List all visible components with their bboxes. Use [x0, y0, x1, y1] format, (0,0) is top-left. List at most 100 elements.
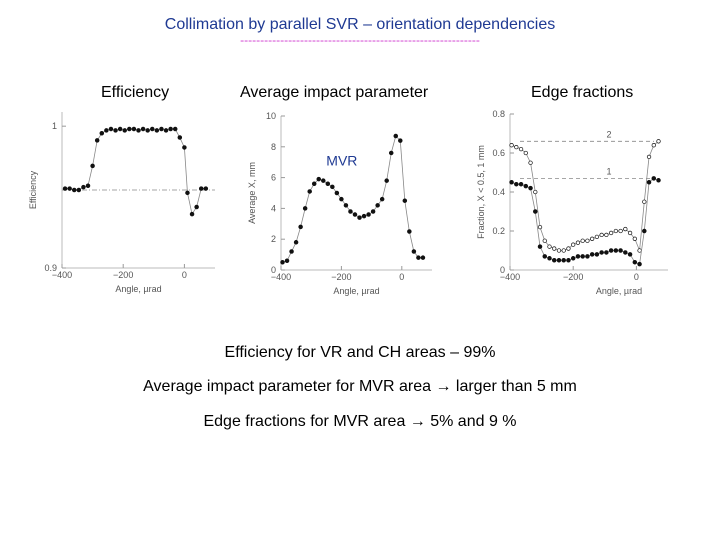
data-point: [361, 213, 367, 219]
data-point: [632, 236, 637, 241]
data-point: [580, 254, 585, 259]
data-point: [556, 258, 562, 263]
data-point: [523, 183, 529, 189]
data-point: [334, 190, 340, 196]
x-axis-label: Angle, µrad: [596, 286, 642, 296]
data-point: [145, 128, 150, 133]
data-point: [189, 211, 195, 217]
data-point: [393, 133, 399, 139]
reference-line-label: 2: [606, 129, 611, 139]
data-point: [159, 126, 164, 132]
data-point: [348, 209, 353, 214]
data-point: [604, 232, 609, 238]
y-tick-label: 0: [500, 265, 505, 275]
data-point: [90, 163, 95, 169]
data-point: [375, 203, 380, 208]
y-axis-label: Efficiency: [28, 170, 38, 209]
annotation-mvr: MVR: [326, 152, 357, 168]
y-tick-label: 0: [271, 265, 276, 275]
chart-edge: 0 0.2 0.4 0.6 0.8 −400 −200 0 Angle, µrad Fractio…: [476, 109, 668, 296]
data-point: [561, 248, 566, 253]
y-tick-label: 8: [271, 142, 276, 152]
data-point: [518, 181, 524, 187]
data-point: [642, 199, 647, 204]
data-point: [552, 246, 557, 251]
summary-line-1: Efficiency for VR and CH areas – 99%: [224, 344, 496, 361]
data-point: [509, 143, 514, 148]
data-point: [651, 143, 656, 148]
data-point: [307, 189, 312, 194]
x-tick-label: −400: [271, 272, 291, 282]
data-point: [182, 145, 187, 150]
data-point: [94, 138, 100, 143]
data-point: [339, 196, 344, 202]
data-point: [384, 178, 389, 183]
data-point: [67, 186, 72, 191]
data-point: [172, 126, 178, 132]
label-efficiency: Efficiency: [101, 84, 170, 101]
data-point: [352, 212, 358, 217]
data-point: [198, 186, 204, 191]
data-point: [194, 204, 199, 210]
series-line-0: [65, 128, 206, 216]
data-point: [185, 190, 190, 196]
y-tick-label: 0.8: [492, 109, 505, 119]
x-tick-label: −200: [563, 272, 583, 282]
data-point: [122, 128, 127, 133]
data-point: [163, 128, 169, 133]
reference-line-label: 1: [606, 166, 611, 176]
data-point: [518, 146, 524, 152]
data-point: [388, 150, 394, 156]
data-point: [99, 131, 105, 136]
y-axis-label: Fraction, X < 0.5, 1 mm: [476, 145, 486, 239]
data-point: [154, 128, 160, 133]
data-point: [325, 181, 331, 187]
data-point: [604, 250, 609, 255]
data-point: [575, 254, 581, 259]
data-point: [302, 206, 308, 211]
data-point: [656, 139, 661, 144]
series-line-2: [511, 140, 659, 251]
data-point: [357, 215, 362, 220]
data-point: [402, 198, 408, 203]
data-point: [570, 256, 576, 261]
data-point: [585, 238, 590, 243]
data-point: [566, 246, 571, 251]
summary-line-3: Edge fractions for MVR area → 5% and 9 %: [203, 413, 517, 430]
charts-canvas: 0.9 1 −400 −200 0 Angle, µrad Efficiency 0 2 4 6 8…: [28, 109, 668, 296]
y-tick-label: 10: [266, 111, 276, 121]
data-point: [528, 160, 533, 165]
data-point: [379, 196, 385, 202]
data-point: [416, 255, 421, 260]
data-point: [594, 252, 600, 257]
data-point: [298, 224, 303, 230]
data-point: [566, 258, 571, 263]
data-point: [623, 250, 628, 255]
slide-title: Collimation by parallel SVR – orientatio…: [164, 16, 556, 33]
data-point: [575, 240, 581, 245]
data-point: [168, 126, 173, 132]
data-point: [542, 238, 547, 243]
data-point: [104, 128, 109, 133]
data-point: [547, 256, 552, 261]
data-point: [551, 258, 557, 263]
data-point: [537, 224, 543, 230]
data-point: [556, 248, 562, 253]
data-point: [637, 261, 642, 267]
data-point: [599, 250, 604, 255]
data-point: [203, 186, 209, 191]
x-axis-label: Angle, µrad: [115, 284, 161, 294]
label-edge: Edge fractions: [531, 84, 634, 101]
chart-efficiency: 0.9 1 −400 −200 0 Angle, µrad Efficiency: [28, 112, 215, 294]
x-axis-label: Angle, µrad: [333, 286, 379, 296]
data-point: [590, 236, 595, 241]
data-point: [637, 248, 642, 253]
chart-impact: 0 2 4 6 8 10 −400 −200 0 Angle, µrad Average X, mm…: [247, 111, 432, 296]
data-point: [608, 248, 614, 253]
data-point: [542, 254, 548, 259]
data-point: [177, 135, 183, 140]
data-point: [76, 187, 82, 193]
x-tick-label: 0: [634, 272, 639, 282]
data-point: [571, 242, 576, 247]
y-tick-label: 0.4: [492, 187, 505, 197]
